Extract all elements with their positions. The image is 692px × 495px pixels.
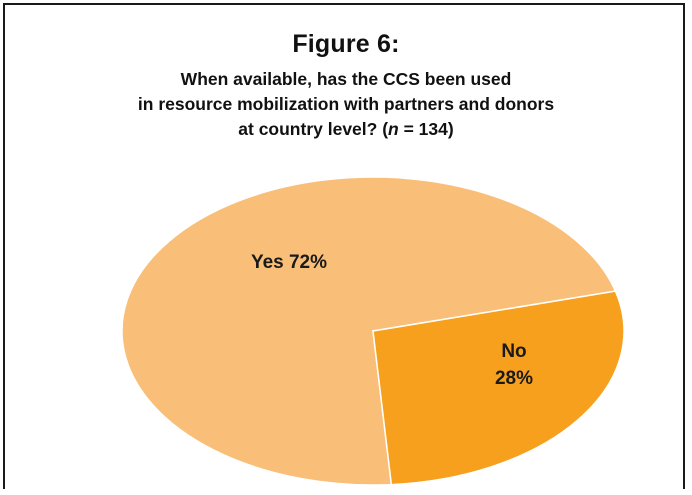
sample-size-symbol: n (388, 119, 399, 139)
pie-slice-no (372, 290, 625, 486)
figure-title-line-3-text: at country level? ( (238, 119, 389, 139)
pie-slice-yes (121, 176, 617, 486)
figure-title: When available, has the CCS been used in… (0, 67, 692, 142)
pie-slices (121, 176, 625, 486)
sample-size-value: = 134) (398, 119, 454, 139)
pie-label-no-value: 28% (495, 368, 533, 389)
pie-label-yes: Yes 72% (251, 252, 327, 273)
figure-title-line-3: at country level? (n = 134) (0, 117, 692, 142)
figure-title-line-2: in resource mobilization with partners a… (137, 94, 555, 114)
pie-labels: Yes 72% No 28% (251, 252, 533, 389)
figure-label: Figure 6: (292, 30, 400, 58)
figure-frame (3, 3, 685, 489)
pie-label-no: No (501, 341, 526, 362)
figure-title-line-1: When available, has the CCS been used (180, 69, 512, 89)
